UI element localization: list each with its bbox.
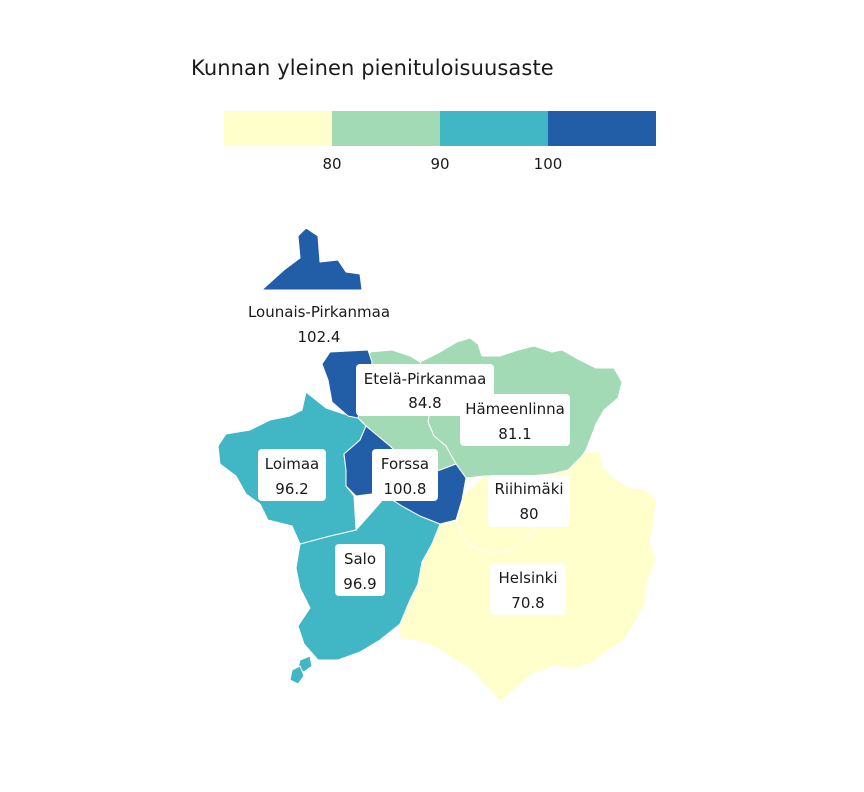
label-salo: Salo 96.9 [335,544,385,596]
legend: 80 90 100 [224,111,656,173]
label-riihimaki: Riihimäki 80 [488,475,570,527]
label-value: 70.8 [511,594,544,612]
map-title: Kunnan yleinen pienituloisuusaste [191,56,554,80]
label-etela-pirkanmaa: Etelä-Pirkanmaa 84.8 [356,364,494,416]
legend-swatch-2 [332,111,440,146]
label-value: 102.4 [298,328,341,346]
label-hameenlinna: Hämeenlinna 81.1 [460,394,570,446]
label-value: 80 [519,505,538,523]
label-value: 81.1 [498,425,531,443]
label-helsinki: Helsinki 70.8 [490,563,566,615]
label-value: 100.8 [384,480,427,498]
label-name: Loimaa [265,455,319,473]
label-value: 96.2 [275,480,308,498]
legend-swatch-4 [548,111,656,146]
label-value: 84.8 [408,394,441,412]
label-value: 96.9 [343,575,376,593]
legend-swatch-1 [224,111,332,146]
label-name: Forssa [381,455,429,473]
region-salo-island [289,665,305,685]
label-forssa: Forssa 100.8 [372,449,438,501]
legend-tick-80: 80 [322,155,341,173]
label-name: Riihimäki [494,480,563,498]
legend-swatch-3 [440,111,548,146]
label-name: Helsinki [498,569,557,587]
label-name: Salo [344,550,376,568]
label-name: Etelä-Pirkanmaa [364,370,487,388]
label-lounais-pirkanmaa: Lounais-Pirkanmaa 102.4 [248,303,390,346]
label-name: Lounais-Pirkanmaa [248,303,390,321]
legend-tick-100: 100 [534,155,563,173]
label-loimaa: Loimaa 96.2 [258,449,326,501]
region-lounais-pirkanmaa [261,227,373,419]
region-labels: Lounais-Pirkanmaa 102.4 Etelä-Pirkanmaa … [248,303,570,615]
legend-tick-90: 90 [430,155,449,173]
label-name: Hämeenlinna [465,400,565,418]
